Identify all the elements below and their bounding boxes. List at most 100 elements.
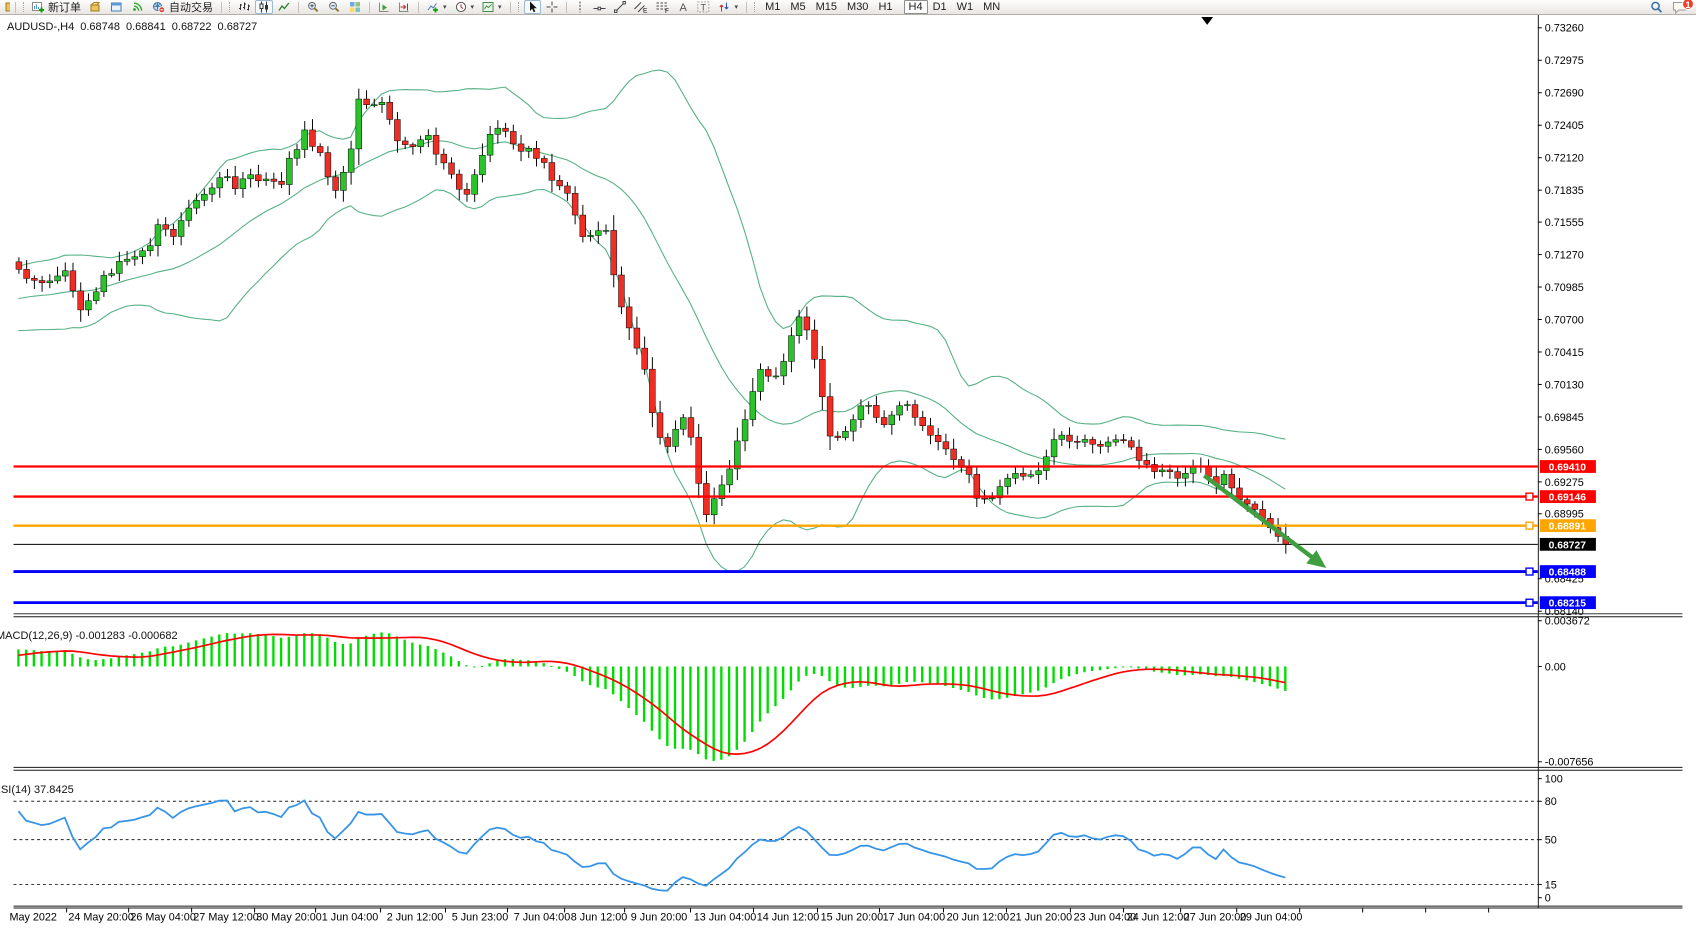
new-order-button[interactable]: 新订单 — [29, 0, 84, 14]
time-axis-label: 30 May 20:00 — [256, 911, 322, 923]
level-marker[interactable] — [1525, 521, 1534, 530]
market-watch-button[interactable] — [86, 0, 105, 14]
search-icon[interactable] — [1650, 1, 1664, 14]
candle — [139, 250, 146, 257]
candle — [989, 497, 996, 500]
macd-histogram-bar — [318, 634, 321, 667]
price-axis-tick-label: 0.72975 — [1545, 55, 1584, 67]
timeframe-button-mn[interactable]: MN — [978, 0, 1005, 14]
macd-histogram-bar — [179, 644, 182, 667]
timeframe-button-h4[interactable]: H4 — [903, 0, 928, 14]
price-badge-label: 0.68488 — [1549, 568, 1587, 579]
macd-histogram-bar — [357, 638, 360, 667]
macd-histogram-bar — [581, 666, 584, 682]
svg-text:A: A — [679, 2, 687, 13]
time-axis-label: 15 Jun 20:00 — [821, 911, 884, 923]
data-window-icon — [111, 2, 122, 12]
candle — [772, 375, 780, 378]
candle — [494, 127, 502, 135]
price-axis-tick-label: 0.72405 — [1545, 120, 1584, 132]
candle — [239, 178, 247, 189]
candle — [247, 174, 254, 180]
macd-histogram-bar — [71, 653, 74, 667]
text-label-button[interactable]: T — [694, 0, 713, 14]
zoom-in-button[interactable] — [304, 0, 323, 14]
toolbar-grip[interactable] — [23, 2, 25, 12]
fibonacci-button[interactable]: F — [653, 0, 673, 14]
candle — [595, 230, 602, 236]
templates-button[interactable]: ▾ — [479, 0, 505, 14]
data-window-button[interactable] — [107, 0, 126, 14]
price-axis-tick-label: 0.73260 — [1545, 23, 1584, 35]
chart-area[interactable]: 0.73260 0.72975 0.72690 0.72405 0.72120 0.718… — [0, 15, 1696, 942]
candle — [672, 428, 679, 447]
zoom-out-button[interactable] — [325, 0, 344, 14]
bar-chart-mode-button[interactable] — [235, 0, 253, 14]
trend-arrow-line[interactable] — [1202, 473, 1319, 563]
channel-button[interactable]: E — [631, 0, 651, 14]
candle — [819, 359, 826, 397]
periods-button[interactable]: ▾ — [452, 0, 478, 14]
candle — [154, 224, 162, 246]
candle — [950, 448, 957, 460]
trendline-button[interactable] — [611, 0, 629, 14]
timeframe-button-w1[interactable]: W1 — [952, 0, 979, 14]
macd-histogram-bar — [998, 666, 1001, 700]
text-button[interactable]: A — [675, 0, 692, 14]
level-marker[interactable] — [1525, 492, 1534, 501]
timeframe-button-m30[interactable]: M30 — [842, 0, 873, 14]
clipped-toolbar-icon[interactable] — [3, 1, 10, 13]
vertical-line-button[interactable] — [572, 0, 588, 14]
timeframe-button-h1[interactable]: H1 — [873, 0, 897, 14]
candle — [757, 369, 764, 392]
horizontal-line-button[interactable] — [590, 0, 609, 14]
crosshair-button[interactable] — [543, 0, 561, 14]
toolbar-grip[interactable] — [229, 2, 231, 12]
candle — [1159, 469, 1166, 472]
cursor-button[interactable] — [523, 0, 541, 14]
candle — [749, 391, 757, 420]
macd-histogram-bar — [1021, 666, 1024, 695]
toolbar-separator — [298, 1, 299, 13]
timeframe-button-d1[interactable]: D1 — [928, 0, 952, 14]
chart-shift-marker[interactable] — [1201, 16, 1214, 25]
line-chart-mode-button[interactable] — [275, 0, 293, 14]
candle — [448, 162, 455, 175]
timeframe-button-m5[interactable]: M5 — [785, 0, 810, 14]
chart-shift-button[interactable] — [395, 0, 413, 14]
timeframe-button-m15[interactable]: M15 — [811, 0, 842, 14]
candle — [146, 245, 154, 252]
level-marker[interactable] — [1525, 567, 1534, 576]
auto-trading-button[interactable]: 自动交易 — [149, 0, 216, 14]
macd-indicator-label: MACD(12,26,9) -0.001283 -0.000682 — [0, 630, 178, 642]
macd-histogram-bar — [1268, 666, 1272, 687]
toolbar-grip[interactable] — [754, 2, 756, 12]
auto-scroll-button[interactable] — [375, 0, 393, 14]
candle — [378, 102, 386, 105]
macd-histogram-bar — [418, 644, 422, 667]
macd-histogram-bar — [1044, 666, 1047, 688]
candle — [177, 220, 185, 237]
macd-histogram-bar — [326, 637, 329, 667]
candle — [1035, 470, 1042, 475]
toolbar: 新订单 自动交易 — [0, 0, 1696, 15]
candle — [293, 149, 301, 159]
macd-histogram-bar — [944, 666, 947, 687]
level-marker[interactable] — [1525, 598, 1534, 607]
candle — [896, 405, 903, 416]
tile-windows-button[interactable] — [346, 0, 364, 14]
candle — [1019, 473, 1027, 477]
macd-histogram-bar — [140, 652, 144, 667]
arrows-button[interactable]: ▾ — [715, 0, 742, 14]
chart-canvas[interactable]: 0.73260 0.72975 0.72690 0.72405 0.72120 0.718… — [0, 15, 1696, 942]
timeframe-button-m1[interactable]: M1 — [760, 0, 785, 14]
chat-button[interactable]: 1 — [1672, 0, 1694, 14]
candlestick-mode-button[interactable] — [255, 0, 273, 14]
toolbar-grip[interactable] — [517, 2, 520, 12]
macd-histogram-bar — [32, 650, 36, 667]
macd-histogram-bar — [712, 666, 715, 761]
signals-button[interactable] — [128, 0, 147, 14]
trend-arrow-head[interactable] — [1306, 550, 1327, 569]
indicators-button[interactable]: ▾ — [424, 0, 450, 14]
time-axis-label: 27 Jun 20:00 — [1184, 911, 1247, 923]
